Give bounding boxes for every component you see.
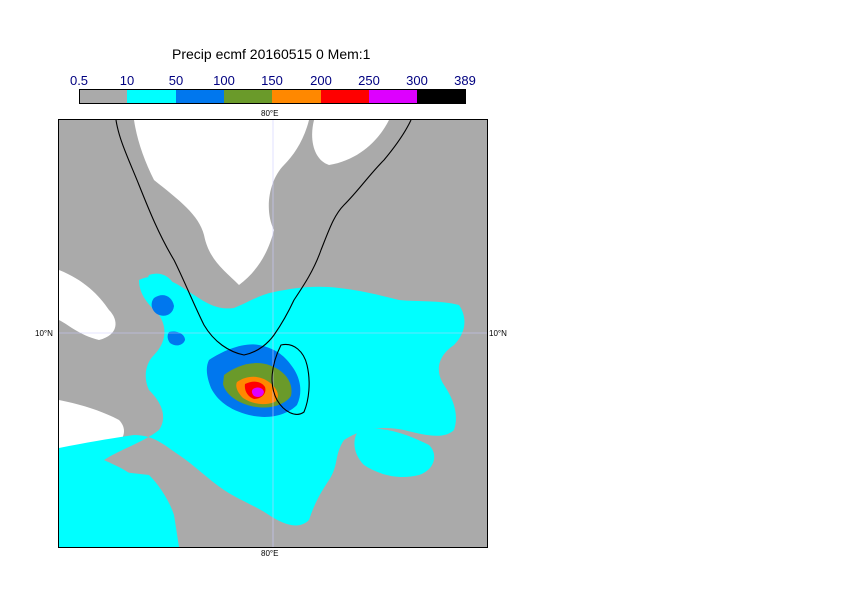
legend-swatch-6 [369, 89, 417, 104]
precip-map-canvas [59, 120, 487, 547]
map-title: Precip ecmf 20160515 0 Mem:1 [172, 46, 371, 62]
precip-band-50-100-north [151, 295, 174, 316]
legend-tick-3: 100 [213, 73, 235, 88]
lat-label-left: 10°N [35, 329, 53, 338]
legend-swatch-3 [224, 89, 272, 104]
color-legend: 0.5 10 50 100 150 200 250 300 389 [70, 73, 476, 104]
legend-tick-8: 389 [454, 73, 476, 88]
legend-tick-5: 200 [310, 73, 332, 88]
dry-region-west-1 [59, 270, 116, 340]
precip-band-250-300 [251, 387, 264, 397]
legend-tick-0: 0.5 [69, 73, 89, 88]
legend-swatch-0 [79, 89, 128, 104]
legend-tick-6: 250 [358, 73, 380, 88]
legend-tick-4: 150 [261, 73, 283, 88]
coastline-mainland [115, 120, 412, 356]
legend-swatch-5 [321, 89, 369, 104]
legend-tick-7: 300 [406, 73, 428, 88]
legend-swatch-7 [417, 89, 466, 104]
legend-swatch-1 [127, 89, 176, 104]
precip-band-10-50-sw [59, 465, 179, 547]
lon-label-bottom: 80°E [261, 549, 279, 558]
dry-region-west-2 [59, 400, 124, 450]
legend-swatch-2 [176, 89, 224, 104]
dry-region-northeast [312, 120, 389, 165]
lon-label-top: 80°E [261, 109, 279, 118]
legend-swatch-4 [272, 89, 321, 104]
coastline-island [271, 343, 310, 415]
precip-map [58, 119, 488, 548]
legend-tick-2: 50 [168, 73, 184, 88]
dry-region-north [134, 120, 309, 285]
precip-band-10-50-east [354, 428, 435, 477]
legend-tick-1: 10 [119, 73, 135, 88]
lat-label-right: 10°N [489, 329, 507, 338]
precip-band-50-100-west [167, 331, 185, 346]
